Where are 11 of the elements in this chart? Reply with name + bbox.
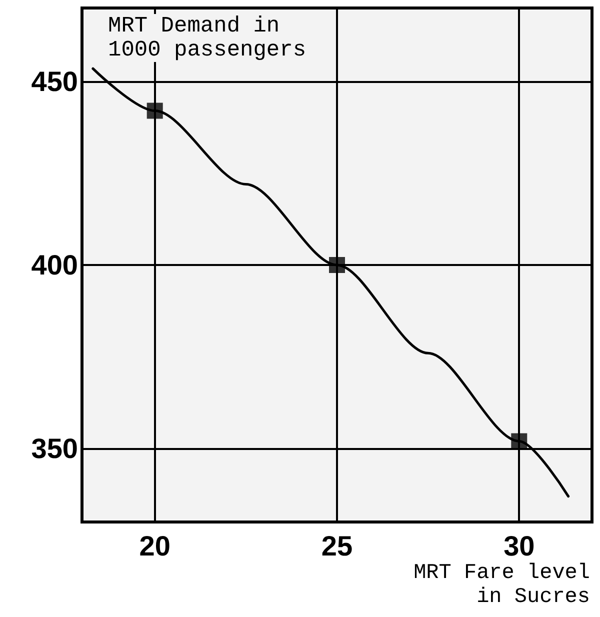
y-tick-label: 400 bbox=[31, 250, 78, 280]
y-axis-title: MRT Demand in 1000 passengers bbox=[108, 14, 306, 62]
y-tick-label: 350 bbox=[31, 433, 78, 464]
x-axis-title: MRT Fare level in Sucres bbox=[414, 562, 590, 609]
x-tick-label: 30 bbox=[504, 530, 535, 562]
point bbox=[511, 433, 528, 450]
point bbox=[329, 257, 345, 273]
y-tick-label: 450 bbox=[31, 66, 78, 97]
x-tick-label: 25 bbox=[321, 530, 353, 562]
x-tick-label: 20 bbox=[139, 530, 170, 562]
point bbox=[146, 102, 163, 119]
